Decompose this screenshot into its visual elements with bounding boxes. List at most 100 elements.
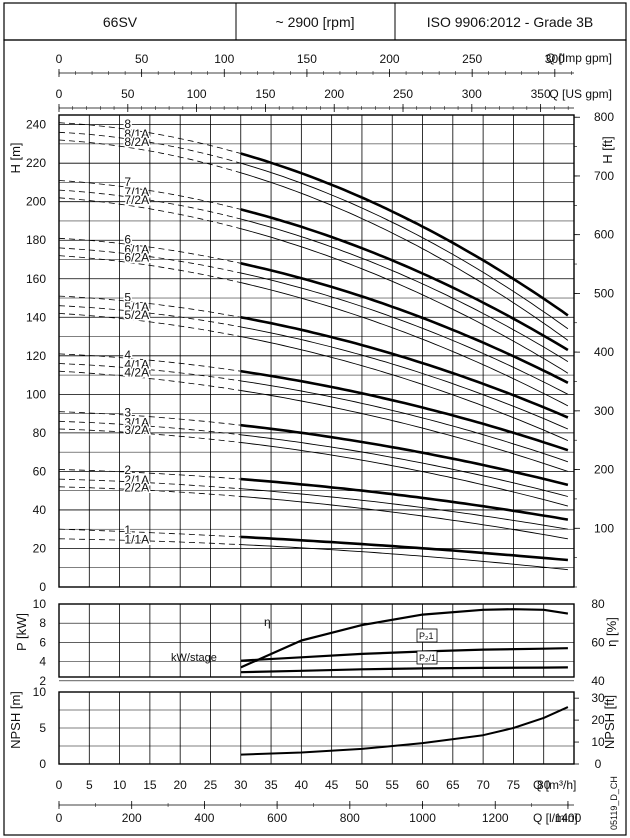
- head-curve-label-7/2A: 7/2A: [124, 193, 149, 207]
- imp-gpm-tick: 0: [56, 52, 63, 66]
- head-curve-label-8/1A: 8/1A: [124, 127, 149, 141]
- outer-frame: [3, 39, 627, 836]
- footer-code: 05119_D_CH: [609, 776, 619, 830]
- head-curve-label-1/1A: 1/1A: [124, 532, 149, 546]
- head-curve-2/2A: [240, 496, 568, 540]
- us-gpm-tick: 100: [187, 87, 207, 101]
- head-curve-dashed-5: [58, 295, 241, 318]
- q-m3h-axis-label: Q [m³/h]: [533, 778, 576, 792]
- q-m3h-tick: 65: [446, 778, 460, 792]
- us-gpm-tick: 200: [324, 87, 344, 101]
- head-curve-label-3/1A: 3/1A: [124, 415, 149, 429]
- power-curve-P2 1A: [240, 666, 568, 674]
- us-gpm-tick: 300: [462, 87, 482, 101]
- h-m-tick: 80: [33, 426, 47, 440]
- q-m3h-tick: 25: [204, 778, 218, 792]
- head-curve-3: [240, 423, 569, 487]
- p-kw-tick: 10: [33, 597, 47, 611]
- h-m-tick: 160: [26, 272, 46, 286]
- head-curve-dashed-2/1A: [58, 478, 241, 490]
- h-m-tick: 200: [26, 195, 46, 209]
- head-curve-7/2A: [240, 228, 569, 374]
- head-curve-dashed-1: [58, 528, 241, 538]
- npsh-ft-tick: 10: [591, 735, 605, 749]
- q-m3h-tick: 40: [295, 778, 309, 792]
- head-curve-7/1A: [240, 218, 569, 362]
- q-lmin-tick: 1400: [555, 811, 582, 825]
- tick-labels: 0 5 10 15 20 25 30 35 40 45 50 55 60 65 70 75 8002040608…: [26, 52, 614, 825]
- q-lmin-tick: 600: [267, 811, 287, 825]
- head-curve-3/2A: [240, 442, 569, 507]
- p-kw-tick: 6: [39, 635, 46, 649]
- power-curves: [240, 608, 569, 674]
- head-curve-6/2A: [240, 282, 569, 407]
- q-m3h-tick: 5: [86, 778, 93, 792]
- p2-1a-label: P₂/1: [419, 653, 436, 663]
- kw-stage-label: kW/stage: [171, 652, 217, 664]
- q-lmin-tick: 200: [122, 811, 142, 825]
- head-curve-dashed-8/1A: [58, 131, 241, 164]
- h-m-tick: 0: [39, 580, 46, 594]
- head-curve-4/2A: [240, 390, 569, 472]
- eta-tick: 40: [591, 674, 605, 688]
- us-gpm-tick: 250: [393, 87, 413, 101]
- head-curve-label-4/1A: 4/1A: [124, 358, 149, 372]
- head-curve-label-4/2A: 4/2A: [124, 366, 149, 380]
- head-curve-label-2/1A: 2/1A: [124, 473, 149, 487]
- imp-gpm-tick: 150: [297, 52, 317, 66]
- head-curve-dashed-4/2A: [58, 370, 241, 391]
- p-kw-tick: 8: [39, 616, 46, 630]
- h-ft-tick: 600: [594, 228, 614, 242]
- head-curve-4: [240, 369, 569, 452]
- head-curve-4/1A: [240, 380, 569, 463]
- header-model: 66SV: [103, 14, 138, 30]
- head-curve-1/1A: [240, 544, 568, 571]
- q-m3h-tick: 70: [476, 778, 490, 792]
- grid-lines: [58, 115, 574, 765]
- head-curve-label-3/2A: 3/2A: [124, 423, 149, 437]
- npsh-ft-tick: 30: [591, 691, 605, 705]
- q-m3h-tick: 15: [143, 778, 157, 792]
- head-curve-dashed-1/1A: [58, 538, 241, 545]
- h-ft-tick: 300: [594, 404, 614, 418]
- head-curve-3/1A: [240, 434, 569, 497]
- head-curve-dashed-2/2A: [58, 486, 241, 497]
- h-ft-tick: 500: [594, 286, 614, 300]
- head-curve-5/1A: [240, 326, 569, 430]
- imp-gpm-tick: 50: [135, 52, 149, 66]
- eta-tick: 60: [591, 635, 605, 649]
- power-curve-P2 1: [240, 647, 568, 662]
- p-kw-tick: 4: [39, 655, 46, 669]
- imp-gpm-tick: 250: [462, 52, 482, 66]
- head-curve-5: [240, 316, 569, 419]
- q-m3h-tick: 10: [113, 778, 127, 792]
- head-curve-dashed-2: [58, 469, 241, 480]
- head-curve-dashed-6/2A: [58, 255, 241, 283]
- head-curve-label-1: 1: [124, 523, 131, 537]
- h-m-tick: 20: [33, 541, 47, 555]
- head-curve-8/2A: [240, 172, 569, 341]
- head-curve-dashed-3/1A: [58, 420, 241, 436]
- head-curve-dashed-6/1A: [58, 247, 241, 274]
- imp-gpm-tick: 200: [380, 52, 400, 66]
- h-ft-tick: 700: [594, 169, 614, 183]
- power-curve-η: [240, 608, 569, 669]
- power-panel: [58, 603, 575, 678]
- q-lmin-tick: 800: [340, 811, 360, 825]
- us-gpm-tick: 350: [531, 87, 551, 101]
- h-m-tick: 140: [26, 310, 46, 324]
- head-curve-label-8: 8: [124, 117, 131, 131]
- head-curve-dashed-4: [58, 353, 241, 372]
- head-curve-dashed-7/1A: [58, 189, 241, 220]
- us-gpm-tick: 150: [255, 87, 275, 101]
- q-m3h-tick: 0: [56, 778, 63, 792]
- head-curve-8/1A: [240, 162, 569, 330]
- h-m-axis-label: H [m]: [8, 142, 23, 173]
- head-curve-2: [240, 477, 569, 521]
- head-curve-label-6/1A: 6/1A: [124, 243, 149, 257]
- head-curve-dashed-8: [58, 122, 241, 154]
- head-curve-label-4: 4: [124, 348, 131, 362]
- q-m3h-tick: 45: [325, 778, 339, 792]
- head-curve-label-5/2A: 5/2A: [124, 308, 149, 322]
- p-kw-axis-label: P [kW]: [14, 613, 29, 651]
